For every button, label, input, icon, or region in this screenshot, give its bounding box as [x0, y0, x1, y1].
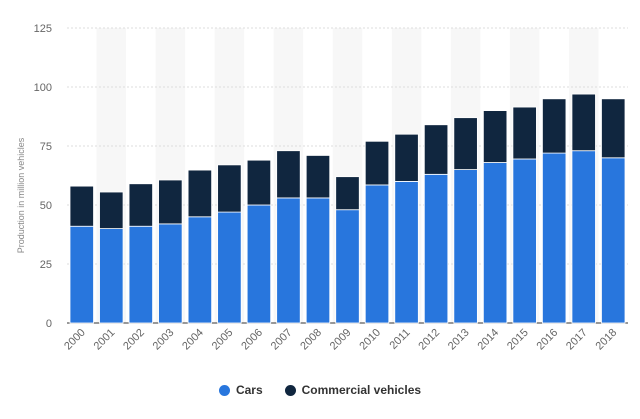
bar-cars [571, 150, 596, 324]
legend-item-cars[interactable]: Cars [218, 383, 263, 397]
x-tick-label: 2010 [357, 327, 383, 353]
bar-cars [423, 173, 449, 324]
bar-commercial-vehicles [305, 155, 331, 199]
x-tick-label: 2008 [298, 327, 324, 353]
bar-cars [364, 184, 390, 324]
bar-cars [99, 228, 124, 324]
bar-commercial-vehicles [453, 117, 478, 170]
bar-commercial-vehicles [128, 183, 153, 227]
bar-commercial-vehicles [187, 169, 213, 218]
bar-commercial-vehicles [601, 98, 626, 159]
y-tick-label: 25 [40, 259, 52, 271]
x-tick-label: 2005 [210, 327, 236, 353]
x-tick-label: 2016 [535, 327, 561, 353]
legend: Cars Commercial vehicles [0, 383, 640, 397]
legend-label: Commercial vehicles [301, 383, 422, 397]
x-tick-label: 2017 [564, 327, 590, 353]
legend-label: Cars [235, 383, 263, 397]
x-tick-label: 2003 [151, 327, 177, 353]
bar-cars [187, 216, 213, 324]
bar-cars [482, 162, 508, 324]
y-tick-label: 0 [46, 318, 52, 330]
bar-cars [158, 223, 183, 324]
x-tick-label: 2013 [446, 327, 472, 353]
x-tick-label: 2018 [594, 327, 620, 353]
bar-commercial-vehicles [335, 176, 360, 211]
bar-commercial-vehicles [158, 179, 183, 225]
x-tick-label: 2007 [269, 327, 295, 353]
bar-cars [601, 157, 626, 324]
bar-cars [335, 209, 360, 324]
bar-cars [542, 152, 567, 324]
x-tick-label: 2001 [92, 327, 118, 353]
bar-commercial-vehicles [276, 150, 301, 199]
legend-marker [218, 384, 230, 396]
x-tick-label: 2000 [62, 327, 88, 353]
bar-cars [394, 180, 419, 324]
bar-commercial-vehicles [542, 98, 567, 154]
bar-cars [217, 211, 242, 324]
y-tick-label: 50 [40, 200, 52, 212]
bar-cars [246, 204, 272, 324]
legend-item-commercial-vehicles[interactable]: Commercial vehicles [284, 383, 422, 397]
bar-commercial-vehicles [482, 110, 508, 163]
bar-commercial-vehicles [512, 106, 537, 160]
x-tick-label: 2004 [180, 327, 206, 353]
y-tick-label: 125 [34, 23, 52, 35]
bar-commercial-vehicles [217, 164, 242, 213]
bar-commercial-vehicles [394, 133, 419, 182]
bar-commercial-vehicles [246, 159, 272, 206]
bar-cars [276, 197, 301, 324]
x-tick-label: 2009 [328, 327, 354, 353]
x-tick-label: 2011 [387, 327, 412, 352]
legend-marker [284, 384, 296, 396]
bar-commercial-vehicles [423, 124, 449, 175]
x-tick-label: 2015 [505, 327, 531, 353]
y-axis-label: Production in million vehicles [16, 137, 26, 253]
y-tick-label: 100 [34, 82, 52, 94]
x-tick-label: 2014 [475, 327, 501, 353]
bar-commercial-vehicles [69, 185, 94, 227]
x-tick-label: 2002 [121, 327, 147, 353]
bar-commercial-vehicles [571, 93, 596, 152]
bar-commercial-vehicles [99, 191, 124, 230]
x-tick-label: 2006 [239, 327, 265, 353]
bar-cars [512, 158, 537, 324]
bar-commercial-vehicles [364, 140, 390, 186]
bar-cars [453, 169, 478, 324]
x-tick-label: 2012 [416, 327, 442, 353]
bar-cars [305, 197, 331, 324]
bar-cars [69, 225, 94, 324]
y-tick-label: 75 [40, 141, 52, 153]
bar-cars [128, 225, 153, 324]
